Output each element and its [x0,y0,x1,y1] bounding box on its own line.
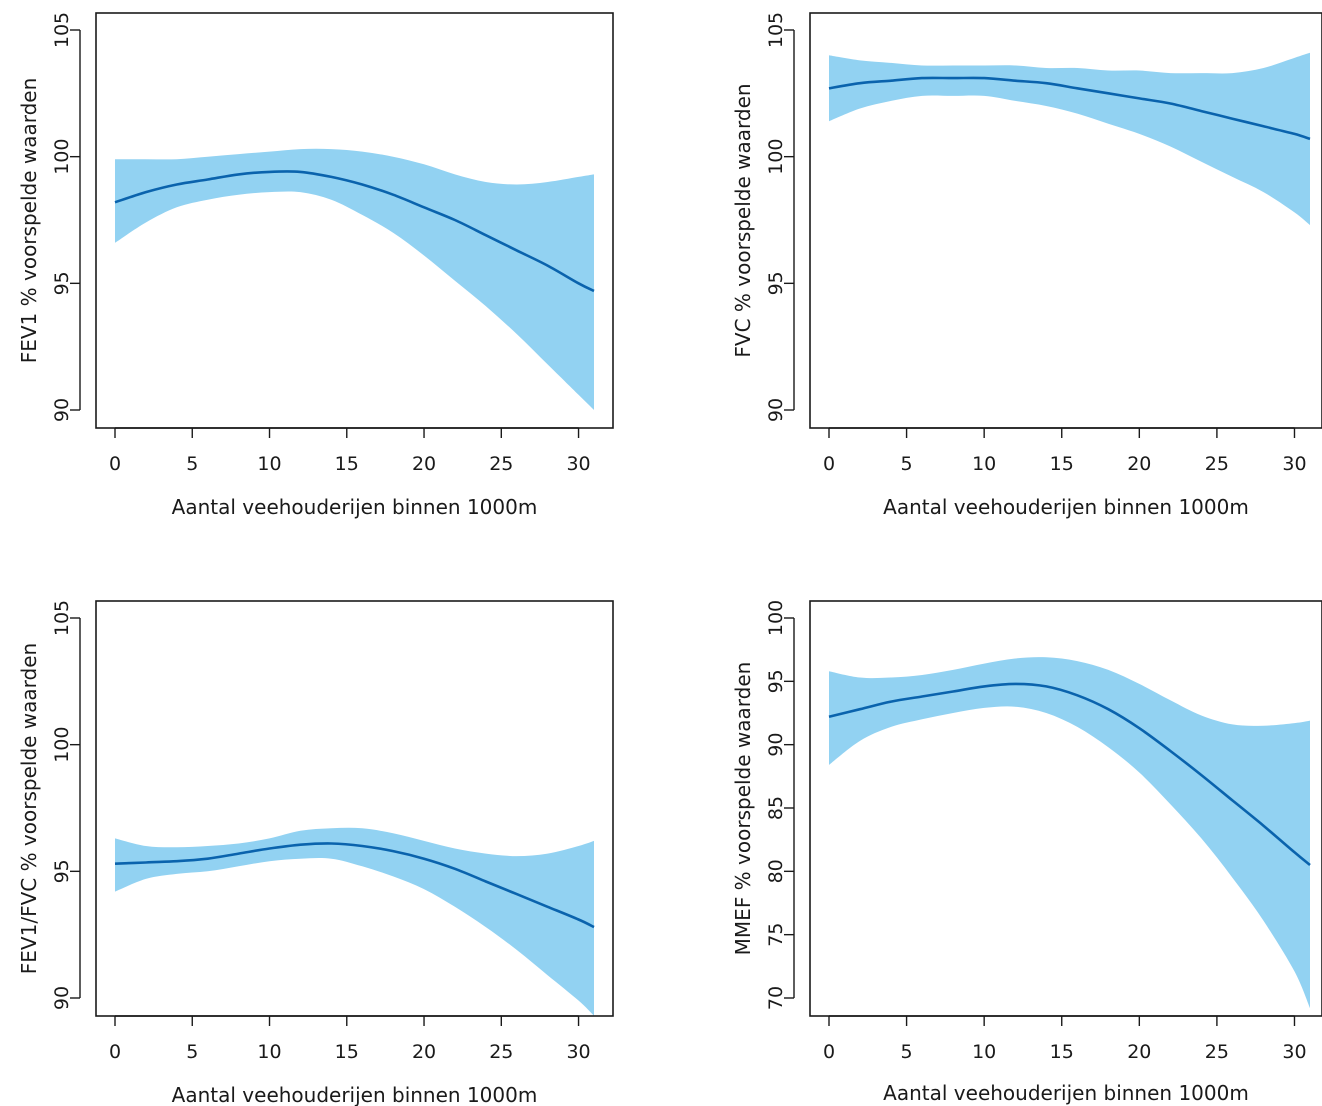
y-axis: 70 75 80 85 90 95 100 [765,600,795,1010]
x-tick-label: 5 [901,1041,913,1063]
y-tick-label: 105 [51,600,73,636]
x-tick-label: 15 [1050,453,1074,475]
fit-line [828,76,1311,141]
x-tick-label: 10 [972,1041,996,1063]
x-tick-label: 0 [109,1041,121,1063]
y-tick-label: 85 [765,796,787,820]
y-tick-label: 105 [765,12,787,48]
y-tick-label: 100 [51,727,73,763]
fit-line [114,842,595,929]
confidence-band [115,148,594,410]
x-axis-title: Aantal veehouderijen binnen 1000m [883,495,1249,519]
y-axis: 90 95 100 105 [51,12,81,422]
confidence-band [829,657,1310,1009]
chart-panel-1: 0 5 10 15 20 25 30 90 95 100 105 Aantal veehouderij… [17,12,614,519]
x-tick-label: 5 [901,453,913,475]
y-tick-label: 100 [765,139,787,175]
x-tick-label: 30 [1282,453,1306,475]
x-tick-label: 0 [823,453,835,475]
y-tick-label: 70 [765,986,787,1010]
x-tick-label: 15 [335,1041,359,1063]
y-axis-title: FEV1 % voorspelde waarden [17,78,41,364]
y-tick-label: 95 [51,271,73,295]
y-tick-label: 90 [765,398,787,422]
chart-panel-2: 0 5 10 15 20 25 30 90 95 100 105 Aantal veehouderij… [731,12,1322,519]
y-tick-label: 90 [51,986,73,1010]
x-axis: 0 5 10 15 20 25 30 [109,1015,591,1063]
y-tick-label: 75 [765,923,787,947]
x-tick-label: 5 [186,1041,198,1063]
x-tick-label: 20 [412,453,436,475]
fit-line [114,170,595,293]
x-tick-label: 15 [1050,1041,1074,1063]
y-tick-label: 100 [51,139,73,175]
y-tick-label: 95 [765,669,787,693]
y-tick-label: 105 [51,12,73,48]
x-tick-label: 10 [257,453,281,475]
x-tick-label: 30 [566,453,590,475]
y-axis: 90 95 100 105 [765,12,795,422]
y-tick-label: 90 [765,733,787,757]
x-axis: 0 5 10 15 20 25 30 [109,427,591,475]
y-tick-label: 95 [765,271,787,295]
x-axis-title: Aantal veehouderijen binnen 1000m [172,495,538,519]
x-tick-label: 5 [186,453,198,475]
x-tick-label: 20 [1127,1041,1151,1063]
chart-panel-3: 0 5 10 15 20 25 30 90 95 100 105 Aantal veehouderij… [17,600,614,1106]
y-axis-title: FVC % voorspelde waarden [731,83,755,357]
x-tick-label: 20 [1127,453,1151,475]
y-axis-title: FEV1/FVC % voorspelde waarden [17,643,41,974]
confidence-band [115,827,594,1016]
chart-panel-4: 0 5 10 15 20 25 30 70 75 80 85 90 95 100 Aantal veehou… [731,600,1322,1105]
x-axis: 0 5 10 15 20 25 30 [823,1015,1307,1063]
y-tick-label: 90 [51,398,73,422]
y-axis: 90 95 100 105 [51,600,81,1010]
x-tick-label: 30 [566,1041,590,1063]
x-axis-title: Aantal veehouderijen binnen 1000m [883,1081,1249,1105]
y-axis-title: MMEF % voorspelde waarden [731,662,755,956]
x-tick-label: 15 [335,453,359,475]
x-tick-label: 25 [1205,1041,1229,1063]
y-tick-label: 80 [765,859,787,883]
x-tick-label: 25 [489,453,513,475]
fit-line [828,682,1311,867]
x-tick-label: 10 [972,453,996,475]
x-axis-title: Aantal veehouderijen binnen 1000m [172,1083,538,1106]
x-tick-label: 0 [823,1041,835,1063]
x-tick-label: 20 [412,1041,436,1063]
x-tick-label: 0 [109,453,121,475]
x-tick-label: 25 [1205,453,1229,475]
x-tick-label: 30 [1282,1041,1306,1063]
confidence-band [829,52,1310,226]
x-axis: 0 5 10 15 20 25 30 [823,427,1307,475]
y-tick-label: 95 [51,859,73,883]
x-tick-label: 10 [257,1041,281,1063]
x-tick-label: 25 [489,1041,513,1063]
y-tick-label: 100 [765,600,787,636]
